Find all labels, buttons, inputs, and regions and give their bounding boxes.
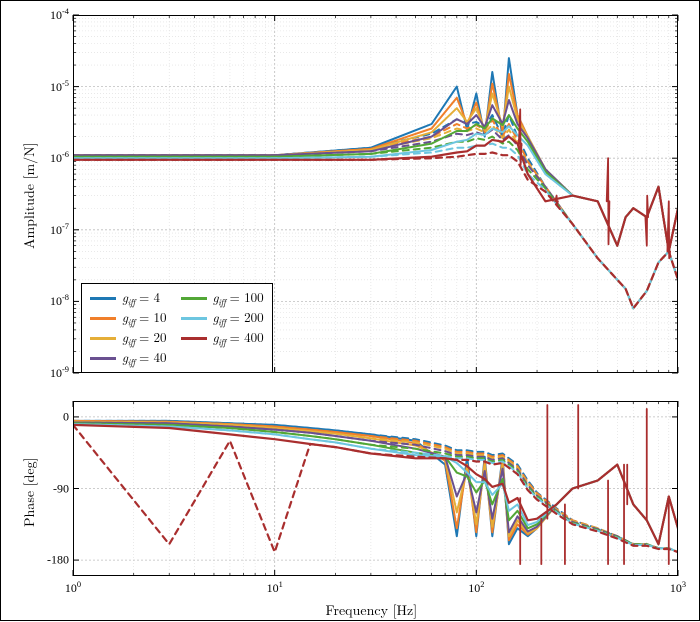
legend-item-g4: giff = 4 bbox=[90, 288, 167, 308]
xtick: 100 bbox=[65, 580, 81, 596]
legend-swatch bbox=[181, 297, 207, 300]
legend-swatch bbox=[90, 297, 116, 300]
ytick-top: 10-5 bbox=[29, 79, 69, 95]
legend-item-g100: giff = 100 bbox=[181, 288, 264, 308]
legend-item-g200: giff = 200 bbox=[181, 308, 264, 328]
legend-label: giff = 400 bbox=[213, 327, 264, 349]
ytick-top: 10-7 bbox=[29, 222, 69, 238]
legend-item-g400: giff = 400 bbox=[181, 328, 264, 348]
legend-item-g40: giff = 40 bbox=[90, 348, 167, 368]
legend-label: giff = 200 bbox=[213, 307, 264, 329]
legend-label: giff = 40 bbox=[122, 347, 167, 369]
ytick-top: 10-6 bbox=[29, 150, 69, 166]
legend-label: giff = 10 bbox=[122, 307, 167, 329]
ytick-bot: -90 bbox=[33, 481, 69, 496]
ytick-top: 10-9 bbox=[29, 365, 69, 381]
ytick-bot: 0 bbox=[33, 409, 69, 424]
legend-label: giff = 4 bbox=[122, 287, 160, 309]
legend-item-g10: giff = 10 bbox=[90, 308, 167, 328]
ytick-top: 10-4 bbox=[29, 7, 69, 23]
legend-swatch bbox=[181, 337, 207, 340]
legend-swatch bbox=[181, 317, 207, 320]
ytick-bot: -180 bbox=[33, 553, 69, 568]
legend-swatch bbox=[90, 337, 116, 340]
legend-label: giff = 100 bbox=[213, 287, 264, 309]
legend-label: giff = 20 bbox=[122, 327, 167, 349]
legend-swatch bbox=[90, 357, 116, 360]
legend-item-g20: giff = 20 bbox=[90, 328, 167, 348]
figure-frame: Amplitude [m/N] Phase [deg] Frequency [H… bbox=[0, 0, 700, 621]
legend-swatch bbox=[90, 317, 116, 320]
xtick: 102 bbox=[468, 580, 484, 596]
xtick: 103 bbox=[670, 580, 686, 596]
ytick-top: 10-8 bbox=[29, 293, 69, 309]
legend: giff = 4giff = 10giff = 20giff = 40 giff … bbox=[81, 283, 273, 373]
xtick: 101 bbox=[267, 580, 283, 596]
